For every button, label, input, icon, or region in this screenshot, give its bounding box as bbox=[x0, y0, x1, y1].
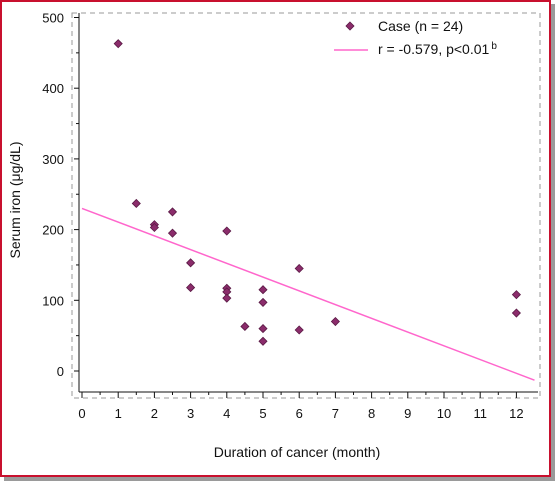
series-layer bbox=[81, 39, 535, 381]
data-point bbox=[294, 263, 304, 274]
x-tick-group: 0 1 2 3 4 5 6 7 8 9 10 11 12 bbox=[78, 392, 524, 421]
y-tick-label: 400 bbox=[42, 81, 64, 96]
data-point bbox=[149, 222, 159, 233]
x-tick-label: 5 bbox=[259, 406, 266, 421]
data-point bbox=[258, 285, 268, 295]
x-tick-label: 0 bbox=[78, 406, 85, 421]
regression-line bbox=[81, 207, 535, 381]
x-tick-label: 2 bbox=[151, 406, 158, 421]
legend: Case (n = 24) r = -0.579, p<0.01 b bbox=[334, 18, 497, 57]
data-point bbox=[511, 308, 521, 318]
y-tick-label: 500 bbox=[42, 11, 64, 26]
y-tick-group: 0 100 200 300 400 500 bbox=[42, 11, 79, 379]
data-point bbox=[258, 336, 268, 346]
x-tick-label: 12 bbox=[509, 406, 523, 421]
data-point bbox=[330, 316, 340, 327]
x-tick-label: 8 bbox=[368, 406, 375, 421]
x-tick-label: 1 bbox=[115, 406, 122, 421]
x-axis-title: Duration of cancer (month) bbox=[214, 444, 381, 460]
x-tick-label: 4 bbox=[223, 406, 230, 421]
x-tick-label: 9 bbox=[404, 406, 411, 421]
data-point bbox=[240, 321, 250, 332]
data-point bbox=[294, 325, 304, 335]
data-point bbox=[167, 228, 178, 238]
data-point bbox=[222, 293, 232, 303]
data-point bbox=[167, 207, 178, 217]
legend-label-regression: r = -0.579, p<0.01 b bbox=[378, 41, 497, 57]
x-tick-label: 7 bbox=[332, 406, 339, 421]
data-point bbox=[258, 297, 268, 307]
y-tick-label: 100 bbox=[42, 293, 64, 308]
y-tick-label: 200 bbox=[42, 223, 64, 238]
x-tick-label: 10 bbox=[437, 406, 451, 421]
data-point bbox=[131, 198, 141, 209]
data-point bbox=[186, 258, 196, 268]
x-tick-label: 6 bbox=[296, 406, 303, 421]
data-point bbox=[113, 39, 123, 49]
data-point bbox=[511, 290, 521, 300]
data-point bbox=[258, 324, 268, 334]
plot-border bbox=[71, 12, 541, 399]
y-tick-label: 300 bbox=[42, 152, 64, 167]
y-tick-label: 0 bbox=[57, 364, 64, 379]
x-tick-label: 11 bbox=[473, 406, 487, 421]
legend-label-case: Case (n = 24) bbox=[378, 18, 463, 34]
x-tick-label: 3 bbox=[187, 406, 194, 421]
y-axis-title: Serum iron (μg/dL) bbox=[7, 142, 23, 259]
legend-marker-diamond-icon bbox=[345, 21, 355, 31]
data-point bbox=[222, 226, 232, 236]
data-point bbox=[186, 283, 196, 293]
